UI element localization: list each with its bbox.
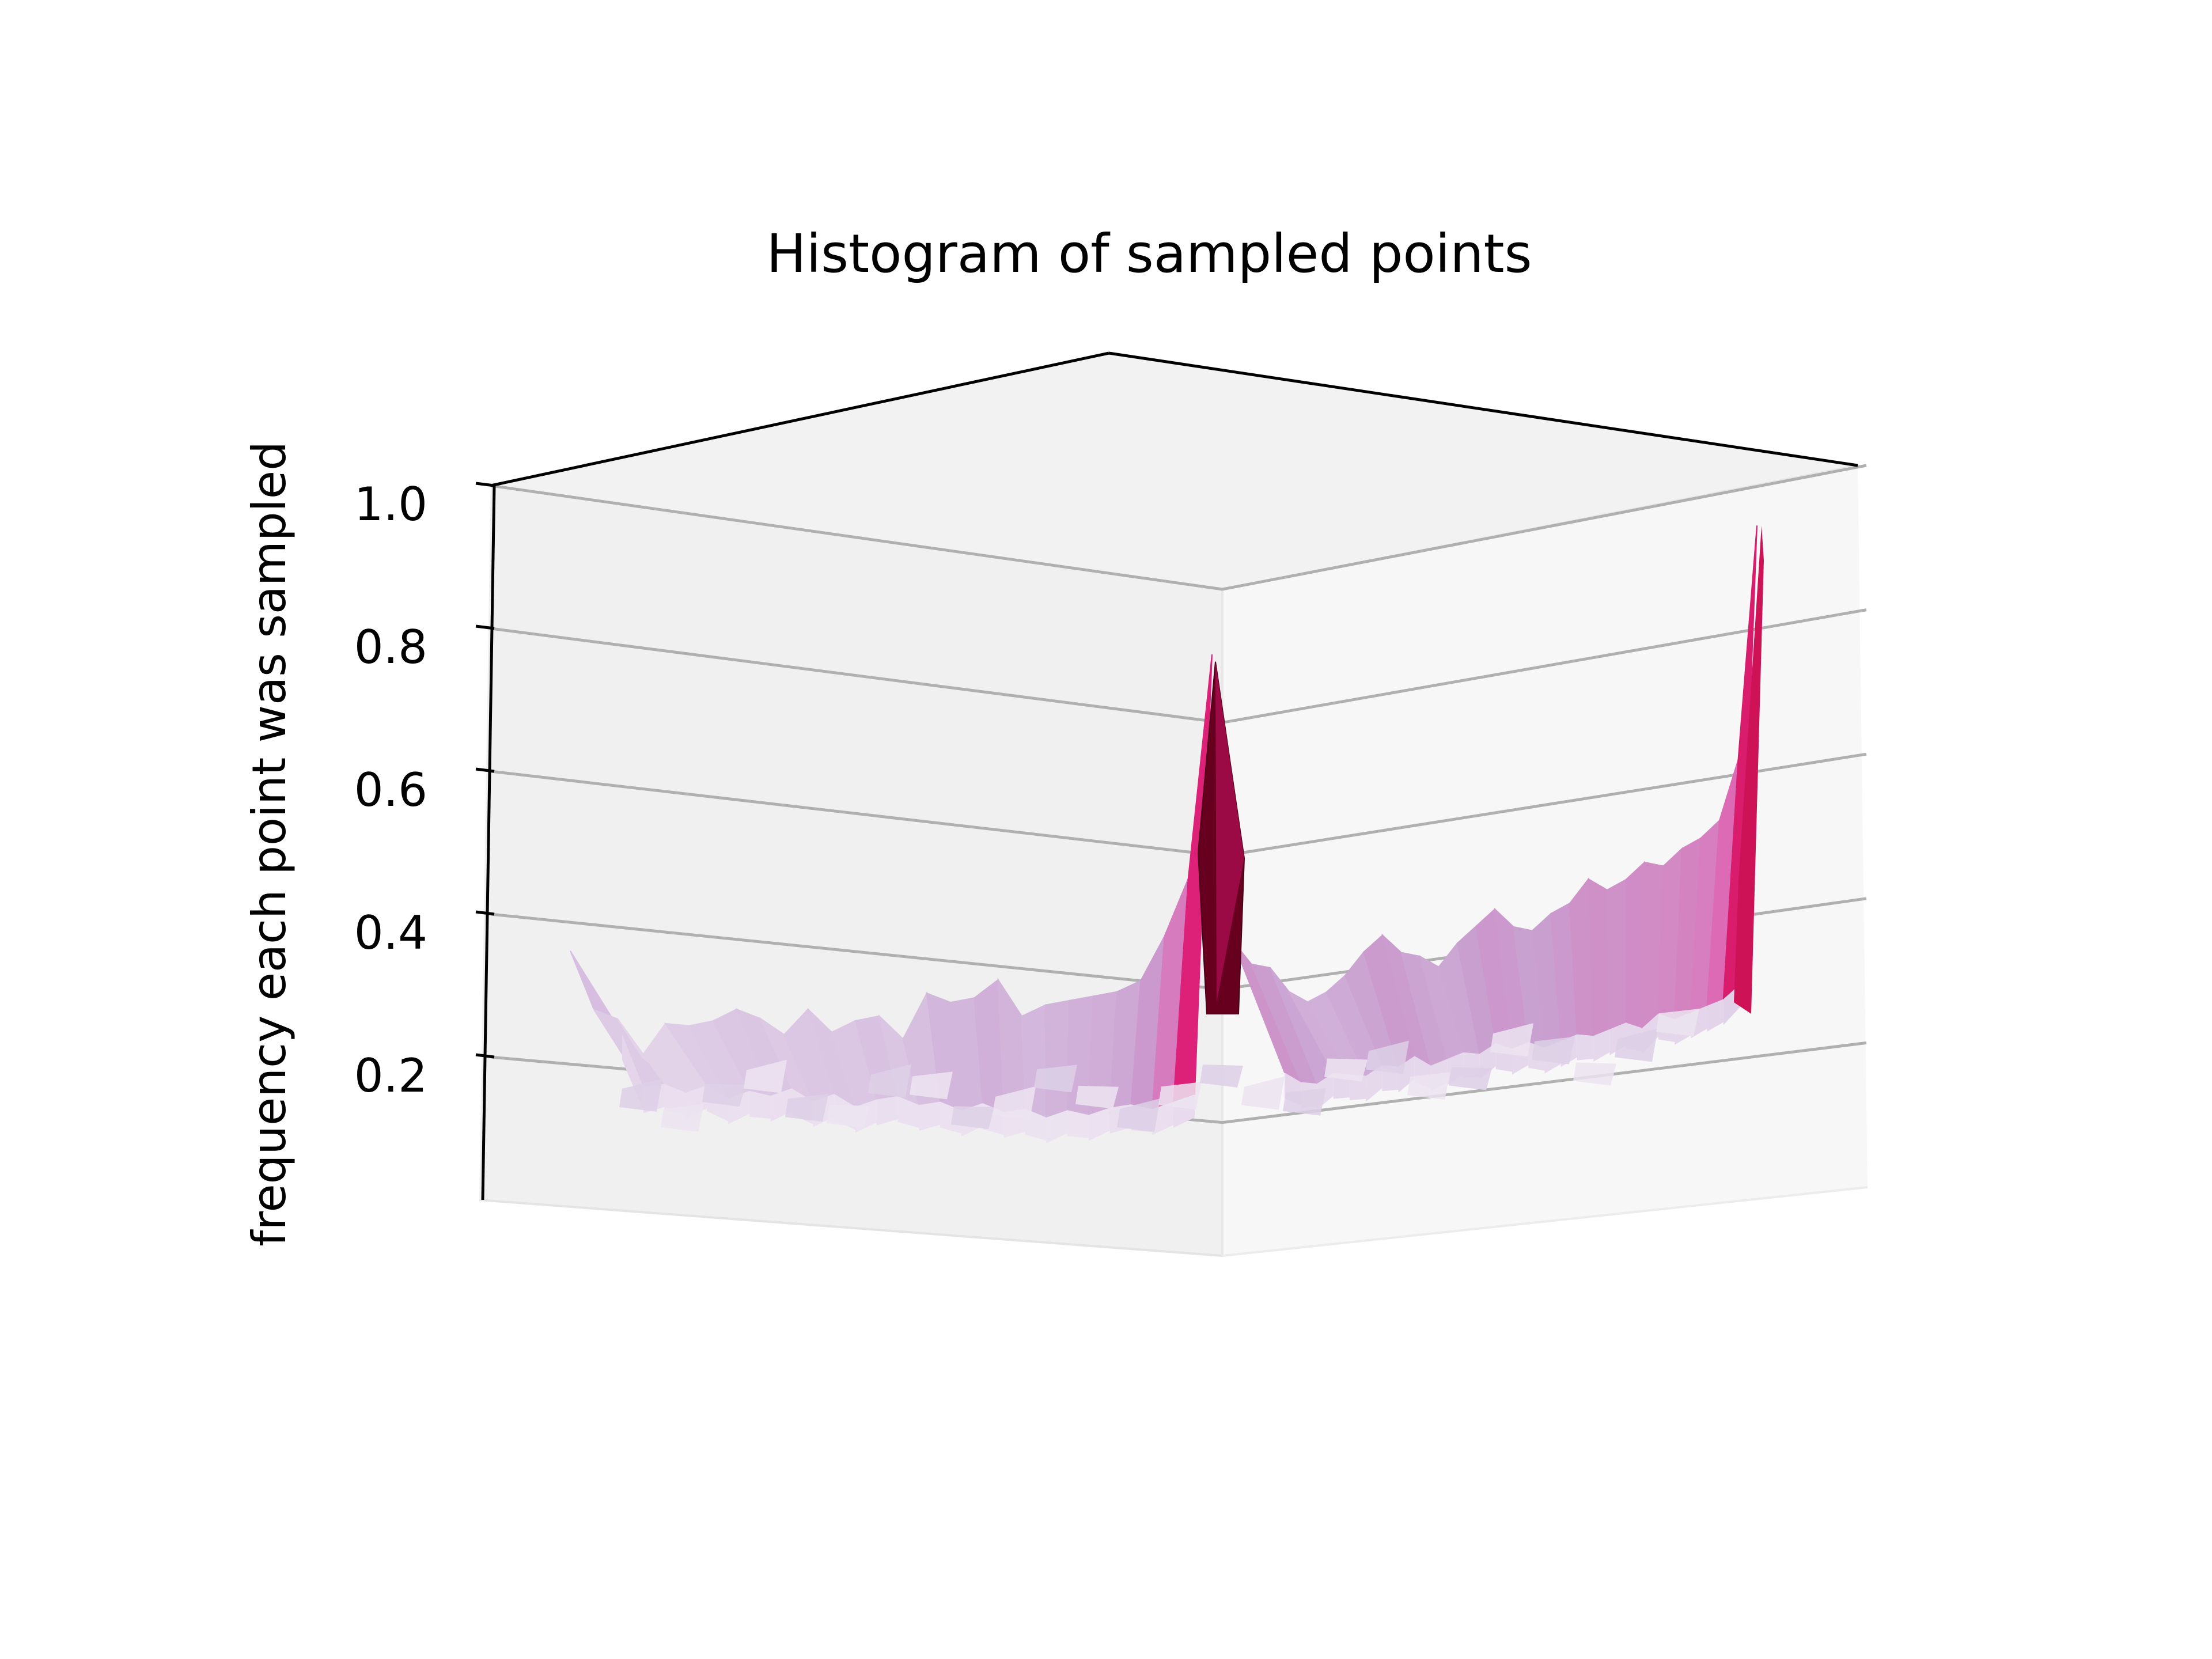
left-surface-floor-facet xyxy=(1046,1110,1068,1143)
z-tick-mark xyxy=(475,910,495,916)
top-pane xyxy=(491,353,1858,589)
axis-frame-top-left xyxy=(490,351,1109,487)
floor-mesh-facet xyxy=(785,1094,828,1122)
floor-mesh-facet xyxy=(702,1084,745,1107)
right-surface-facet xyxy=(1625,861,1646,1029)
z-tick-label: 0.2 xyxy=(354,1049,427,1103)
chart-title: Histogram of sampled points xyxy=(766,223,1532,285)
axis-frame-top-right xyxy=(1108,351,1858,467)
right-surface-floor-facet xyxy=(1593,1029,1610,1062)
surface-mesh xyxy=(570,525,1764,1143)
right-pane xyxy=(1222,465,1868,1256)
left-surface-floor-facet xyxy=(749,1090,771,1119)
z-axis-ticks: 0.2 0.4 0.6 0.8 1.0 xyxy=(354,478,495,1103)
z-tick-label: 1.0 xyxy=(354,478,427,531)
z-axis-line xyxy=(481,485,496,1200)
peak-spike-face xyxy=(1215,661,1244,1002)
gridline xyxy=(490,464,1867,591)
z-tick-label: 0.4 xyxy=(354,906,427,960)
floor-mesh-facet xyxy=(1656,1009,1699,1037)
floor-mesh-facet xyxy=(1615,1028,1658,1062)
floor-mesh-facet xyxy=(1075,1085,1119,1109)
floor-mesh-facet xyxy=(1034,1065,1077,1093)
left-surface-floor-facet xyxy=(1088,1107,1110,1141)
floor-mesh-facet xyxy=(951,1106,994,1130)
floor-mesh-facet xyxy=(827,1104,870,1128)
left-surface-floor-facet xyxy=(876,1096,898,1126)
floor-mesh-facet xyxy=(619,1078,662,1112)
floor-mesh-facet xyxy=(1573,1062,1616,1086)
right-surface-floor-facet xyxy=(1366,1065,1382,1102)
right-surface-floor-facet xyxy=(1577,1034,1594,1060)
floor-mesh-facet xyxy=(744,1059,787,1093)
floor-mesh-facet xyxy=(1532,1036,1575,1065)
floor-mesh-facet xyxy=(1449,1067,1492,1090)
floor-mesh-facet xyxy=(1117,1098,1160,1132)
left-surface-floor-facet xyxy=(919,1101,941,1131)
left-surface-floor-facet xyxy=(1067,1110,1089,1138)
left-pane xyxy=(479,486,1222,1256)
pane-edge-right-bottom xyxy=(1222,1186,1868,1257)
floor-mesh-facet xyxy=(1200,1064,1243,1088)
floor-mesh-facet xyxy=(661,1104,704,1132)
floor-mesh-facet xyxy=(910,1071,953,1100)
floor-mesh-facet xyxy=(1324,1058,1368,1082)
z-tick-mark xyxy=(475,1053,495,1059)
pane-edge-left-bottom xyxy=(479,1199,1223,1257)
floor-mesh-facet xyxy=(1490,1023,1533,1057)
floor-mesh-facet xyxy=(868,1064,911,1098)
right-surface-floor-facet xyxy=(1707,999,1724,1032)
floor-mesh-facet xyxy=(993,1086,1036,1120)
floor-mesh-facet xyxy=(1283,1088,1326,1116)
left-surface-floor-facet xyxy=(897,1096,919,1128)
floor-mesh-facet xyxy=(1241,1076,1285,1110)
z-tick-mark xyxy=(475,482,495,487)
left-surface-facet xyxy=(1045,999,1070,1119)
floor-mesh-facet xyxy=(1158,1082,1202,1110)
z-tick-mark xyxy=(475,767,495,773)
z-tick-label: 0.6 xyxy=(354,763,427,817)
floor-mesh-facet xyxy=(1366,1040,1409,1074)
z-tick-mark xyxy=(475,624,495,630)
z-tick-label: 0.8 xyxy=(354,620,427,674)
edge-spike xyxy=(1734,525,1764,1014)
z-axis-label: frequency each point was sampled xyxy=(243,441,296,1247)
right-surface-facet xyxy=(1606,878,1627,1031)
floor-mesh-facet xyxy=(1407,1072,1450,1100)
